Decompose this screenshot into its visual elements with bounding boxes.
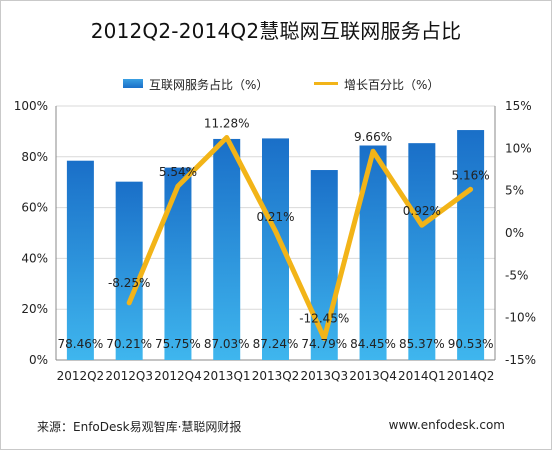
growth-line xyxy=(126,134,474,341)
y-right-tick-label: 0% xyxy=(505,226,524,240)
y-right-tick-label: 10% xyxy=(505,141,532,155)
y-right-tick-label: 5% xyxy=(505,184,524,198)
bar-value-label: 85.37% xyxy=(399,337,445,351)
bar xyxy=(164,167,192,360)
bar xyxy=(213,138,241,360)
x-tick-label: 2013Q4 xyxy=(349,369,397,383)
legend-line-label: 增长百分比（%） xyxy=(344,78,440,92)
legend-bar-swatch xyxy=(123,79,143,88)
legend: 互联网服务占比（%） 增长百分比（%） xyxy=(1,75,551,93)
x-tick-label: 2013Q2 xyxy=(252,369,300,383)
y-right-tick-label: -10% xyxy=(505,311,536,325)
y-right-tick-label: 15% xyxy=(505,99,532,113)
bar-value-label: 84.45% xyxy=(350,337,396,351)
bar-value-label: 78.46% xyxy=(58,337,104,351)
y-right-tick-label: -5% xyxy=(505,268,528,282)
y-left-tick-label: 60% xyxy=(21,201,48,215)
y-right-tick-label: -15% xyxy=(505,353,536,367)
line-value-label: 5.16% xyxy=(452,168,490,182)
y-left-tick-label: 40% xyxy=(21,251,48,265)
bar-value-label: 87.03% xyxy=(204,337,250,351)
x-tick-label: 2012Q2 xyxy=(57,369,105,383)
y-left-tick-label: 20% xyxy=(21,302,48,316)
x-tick-label: 2013Q1 xyxy=(203,369,251,383)
x-tick-label: 2013Q3 xyxy=(300,369,348,383)
line-value-label: 9.66% xyxy=(354,130,392,144)
bar-value-label: 70.21% xyxy=(106,337,152,351)
line-value-label: -8.25% xyxy=(108,276,150,290)
line-value-label: -12.45% xyxy=(299,311,349,325)
legend-bar-label: 互联网服务占比（%） xyxy=(149,78,269,92)
legend-line-swatch xyxy=(314,82,338,85)
bar xyxy=(457,130,485,360)
bar-value-label: 75.75% xyxy=(155,337,201,351)
x-tick-label: 2012Q4 xyxy=(154,369,202,383)
bar xyxy=(115,181,143,360)
bar xyxy=(310,170,338,360)
bar-value-label: 74.79% xyxy=(301,337,347,351)
line-value-label: 0.92% xyxy=(403,204,441,218)
y-left-tick-label: 0% xyxy=(29,353,48,367)
y-left-tick-label: 80% xyxy=(21,150,48,164)
x-tick-label: 2012Q3 xyxy=(105,369,153,383)
line-value-label: 5.54% xyxy=(159,165,197,179)
source-note: 来源：EnfoDesk易观智库·慧聪网财报 xyxy=(37,420,242,434)
bar-value-label: 90.53% xyxy=(448,337,494,351)
site-url: www.enfodesk.com xyxy=(388,418,505,432)
bar xyxy=(408,143,436,360)
line-value-label: 0.21% xyxy=(256,210,294,224)
bar-value-label: 87.24% xyxy=(253,337,299,351)
y-left-tick-label: 100% xyxy=(14,99,48,113)
chart-title: 2012Q2-2014Q2慧聪网互联网服务占比 xyxy=(90,19,462,43)
x-tick-label: 2014Q1 xyxy=(398,369,446,383)
line-value-label: 11.28% xyxy=(204,116,250,130)
x-tick-label: 2014Q2 xyxy=(447,369,495,383)
bar xyxy=(66,160,94,360)
